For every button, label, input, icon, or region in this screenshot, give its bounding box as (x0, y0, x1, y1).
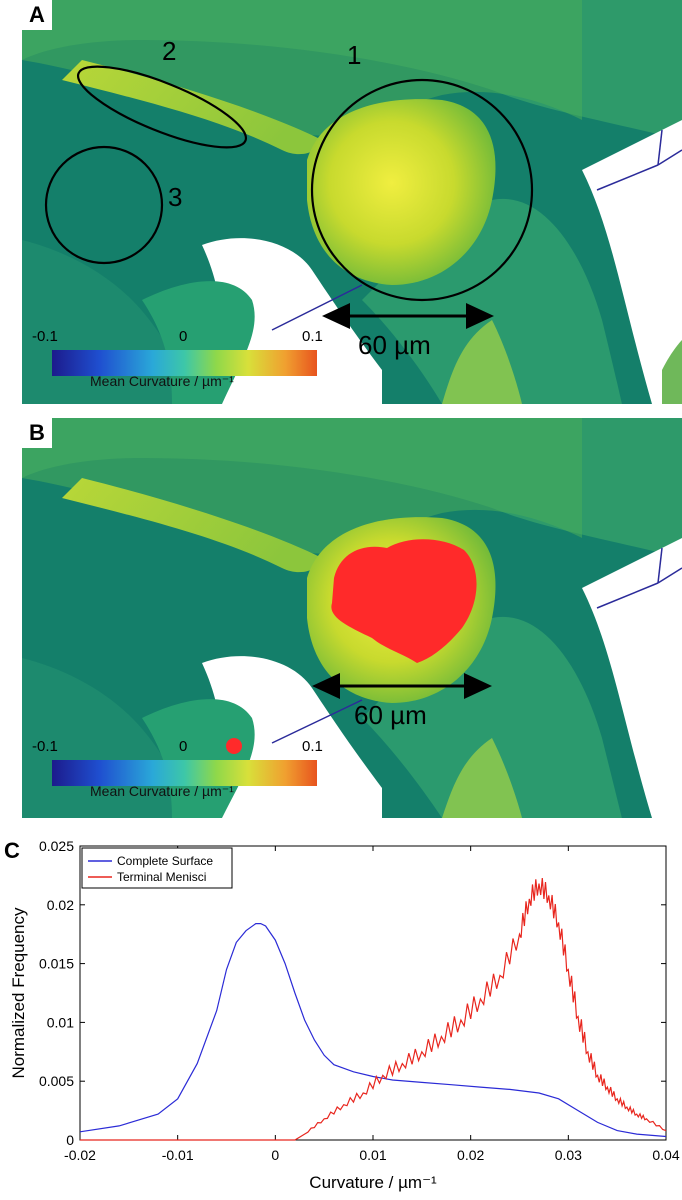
y-axis-label: Normalized Frequency (9, 907, 28, 1079)
legend-label: Terminal Menisci (117, 870, 206, 884)
x-tick-label: 0.02 (457, 1147, 484, 1163)
colorbar-min-label: -0.1 (32, 328, 58, 345)
y-tick-label: 0.025 (39, 838, 74, 854)
region-label-2: 2 (162, 36, 177, 66)
colorbar-title: Mean Curvature / µm⁻¹ (90, 373, 234, 389)
colorbar: -0.1 0 0.1 Mean Curvature / µm⁻¹ (32, 738, 323, 799)
scale-bar-arrow (312, 673, 492, 699)
colorbar-max-label: 0.1 (302, 328, 323, 345)
y-tick-label: 0.01 (47, 1014, 74, 1030)
y-tick-label: 0.005 (39, 1073, 74, 1089)
colorbar-mid-label: 0 (179, 328, 188, 345)
region-2-ellipse (76, 65, 248, 149)
y-tick-label: 0 (66, 1132, 74, 1148)
y-tick-label: 0.02 (47, 897, 74, 913)
colorbar-min-label: -0.1 (32, 738, 58, 755)
colorbar-gradient (52, 760, 317, 786)
panel-c: C -0.02 -0.01 0 0.01 0.02 0.03 0.04 0 0.005 0.01 0… (0, 830, 682, 1200)
x-tick-label: 0.01 (359, 1147, 386, 1163)
y-tick-label: 0.015 (39, 956, 74, 972)
panel-label: A (22, 0, 52, 30)
panel-b: B 60 µm -0.1 0 0.1 Mean Curvature / µm⁻¹ (22, 418, 682, 818)
panel-label: C (4, 838, 20, 863)
region-1-circle (310, 78, 534, 302)
legend-label: Complete Surface (117, 854, 213, 868)
colorbar-mid-label: 0 (179, 738, 188, 755)
plot-area (79, 845, 667, 1141)
colorbar-title: Mean Curvature / µm⁻¹ (90, 783, 234, 799)
curvature-histogram-chart: -0.02 -0.01 0 0.01 0.02 0.03 0.04 0 0.005 0.01 0.0… (9, 838, 680, 1192)
scale-bar-arrow (322, 303, 494, 329)
panel-a: A 1 2 3 60 µm -0.1 0 0.1 Mean Curvature … (22, 0, 682, 404)
x-axis-label: Curvature / µm⁻¹ (309, 1173, 437, 1192)
x-tick-label: 0.04 (652, 1147, 679, 1163)
terminal-meniscus-highlight (331, 539, 477, 663)
panel-label: B (22, 418, 52, 448)
series-line-terminal-menisci (80, 878, 667, 1141)
x-tick-label: -0.02 (64, 1147, 96, 1163)
series-line-complete-surface (79, 923, 667, 1138)
region-label-3: 3 (168, 182, 183, 212)
scale-bar-label: 60 µm (358, 330, 431, 360)
colorbar: -0.1 0 0.1 Mean Curvature / µm⁻¹ (32, 328, 323, 389)
region-label-1: 1 (347, 40, 362, 70)
legend-box (81, 847, 233, 889)
x-tick-label: 0 (271, 1147, 279, 1163)
x-tick-label: -0.01 (162, 1147, 194, 1163)
colorbar-gradient (52, 350, 317, 376)
region-3-circle (44, 145, 164, 265)
scale-bar-label: 60 µm (354, 700, 427, 730)
colorbar-max-label: 0.1 (302, 738, 323, 755)
x-tick-label: 0.03 (555, 1147, 582, 1163)
